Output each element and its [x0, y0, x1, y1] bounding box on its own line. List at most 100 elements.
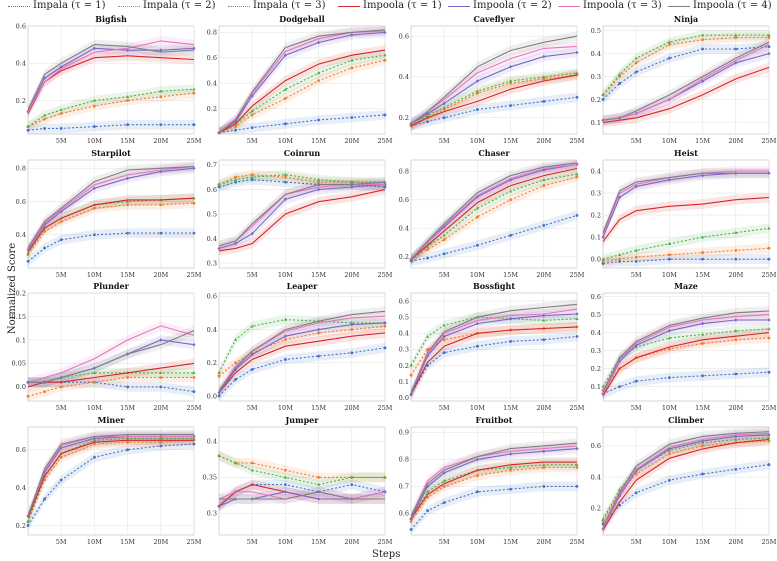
- x-tick-label: 15M: [503, 538, 518, 546]
- y-tick-label: 0.2: [399, 253, 409, 261]
- x-tick-label: 5M: [439, 137, 450, 145]
- y-tick-label: 0.05: [12, 360, 26, 368]
- data-point: [634, 61, 638, 65]
- y-tick-label: 0.4: [207, 79, 217, 87]
- band-i1: [219, 479, 385, 512]
- data-point: [250, 368, 254, 371]
- y-tick-label: 0.6: [207, 186, 217, 194]
- y-tick-label: 0.4: [399, 73, 409, 81]
- y-tick-label: 0.8: [399, 168, 409, 176]
- data-point: [601, 118, 605, 123]
- data-point: [442, 101, 446, 106]
- series-line-p1: [218, 188, 386, 252]
- x-tick-label: 15M: [695, 137, 710, 145]
- legend-swatch: [338, 6, 360, 7]
- band-p4: [411, 160, 577, 265]
- data-point: [317, 482, 321, 486]
- data-point: [767, 45, 771, 49]
- series-line-p3: [410, 308, 578, 394]
- subplot-title: Dodgeball: [279, 14, 324, 24]
- data-point: [217, 370, 221, 374]
- x-tick-label: 10M: [87, 137, 102, 145]
- data-point: [509, 104, 512, 107]
- x-tick-label: 5M: [631, 538, 642, 546]
- data-point: [767, 33, 771, 37]
- data-point: [317, 476, 320, 479]
- data-point: [59, 107, 63, 111]
- data-point: [350, 351, 354, 355]
- data-point: [317, 331, 320, 335]
- band-p1: [603, 327, 769, 401]
- subplot-title: Heist: [674, 148, 698, 158]
- data-point: [26, 519, 30, 523]
- y-tick-label: 0.3: [207, 510, 217, 518]
- band-p3: [411, 41, 577, 129]
- data-point: [618, 257, 621, 261]
- data-point: [476, 474, 479, 477]
- x-tick-label: 25M: [378, 137, 393, 145]
- data-point: [668, 376, 671, 379]
- y-tick-label: 0.5: [207, 210, 217, 218]
- y-tick-label: 0.1: [399, 378, 409, 386]
- y-tick-label: 0.6: [207, 293, 217, 301]
- data-point: [475, 206, 479, 210]
- data-point: [92, 46, 96, 51]
- data-point: [126, 231, 129, 235]
- x-tick-label: 20M: [536, 404, 551, 412]
- band-p2: [603, 168, 769, 242]
- y-tick-label: 0.2: [591, 505, 601, 513]
- data-point: [575, 175, 579, 179]
- data-point: [43, 390, 46, 394]
- x-tick-label: 25M: [762, 137, 777, 145]
- data-point: [217, 454, 221, 457]
- data-point: [93, 104, 96, 108]
- y-tick-label: 0.2: [207, 105, 217, 113]
- series-line-p1: [410, 326, 578, 395]
- x-tick-label: 25M: [762, 404, 777, 412]
- x-tick-label: 25M: [570, 137, 585, 145]
- data-point: [409, 520, 413, 523]
- x-tick-label: 10M: [278, 538, 293, 546]
- data-point: [667, 241, 671, 245]
- y-tick-label: 0.4: [399, 225, 409, 233]
- series-line-p1: [602, 438, 770, 531]
- data-point: [734, 338, 738, 342]
- subplot-bigfish: 5M 10M 15M 20M 25M 0.2 0.4 0.6 Bigfish: [16, 14, 202, 145]
- data-point: [43, 497, 46, 501]
- band-i3: [28, 433, 194, 527]
- data-point: [350, 185, 354, 189]
- y-tick-label: 0.0: [591, 255, 601, 263]
- data-point: [234, 337, 238, 341]
- data-point: [409, 373, 413, 377]
- y-tick-label: 0.2: [591, 211, 601, 219]
- data-point: [575, 312, 579, 316]
- x-tick-label: 10M: [662, 137, 677, 145]
- data-point: [350, 180, 354, 184]
- data-point: [283, 490, 287, 494]
- data-point: [250, 126, 254, 130]
- data-point: [43, 113, 47, 117]
- data-point: [409, 528, 413, 531]
- data-point: [217, 374, 221, 378]
- data-point: [634, 259, 638, 263]
- band-p4: [411, 438, 577, 521]
- data-point: [509, 233, 512, 237]
- data-point: [767, 318, 771, 322]
- data-point: [667, 447, 671, 451]
- band-p3: [411, 441, 577, 521]
- x-tick-label: 15M: [503, 404, 518, 412]
- x-tick-label: 15M: [311, 271, 326, 279]
- y-tick-label: 0.3: [207, 259, 217, 267]
- band-p1: [28, 193, 194, 257]
- data-point: [93, 442, 96, 446]
- data-point: [634, 469, 638, 473]
- y-tick-label: 0.0: [207, 392, 217, 400]
- legend-label: Impoola (τ = 4): [693, 0, 772, 11]
- data-point: [250, 178, 254, 182]
- data-point: [43, 230, 46, 233]
- data-point: [283, 197, 287, 202]
- band-p4: [28, 325, 194, 388]
- subplot-ninja: 5M 10M 15M 20M 25M 0.1 0.2 0.3 0.4 0.5 Ninja: [591, 14, 777, 145]
- data-point: [442, 323, 446, 327]
- x-tick-label: 15M: [120, 404, 135, 412]
